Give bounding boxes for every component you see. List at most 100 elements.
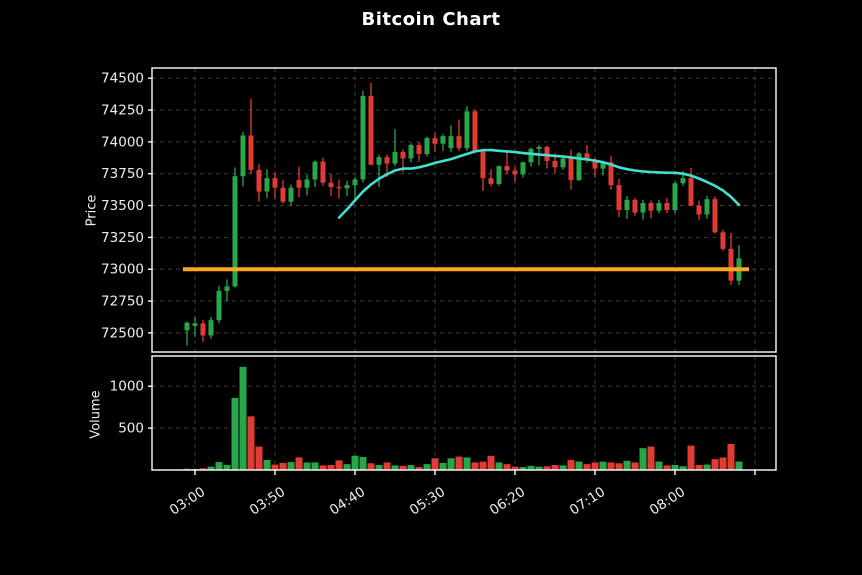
volume-bar <box>487 455 495 470</box>
candle-body <box>688 178 694 206</box>
price-tick-label: 72500 <box>101 325 144 341</box>
candle-body <box>472 111 478 152</box>
volume-bar <box>351 455 359 470</box>
candle-body <box>208 320 214 336</box>
candle-body <box>312 161 318 180</box>
volume-bar <box>319 465 327 470</box>
candle-body <box>328 182 334 188</box>
volume-bar <box>447 458 455 470</box>
price-tick-label: 73250 <box>101 230 144 246</box>
candle-body <box>440 136 446 144</box>
candle-body <box>424 138 430 154</box>
volume-bar <box>591 462 599 470</box>
volume-bar <box>383 462 391 470</box>
volume-bar <box>663 465 671 470</box>
volume-bar <box>207 466 215 470</box>
candle-body <box>568 158 574 181</box>
candle-body <box>192 323 198 326</box>
candle-body <box>256 169 262 192</box>
volume-bar <box>711 459 719 470</box>
volume-bar <box>719 457 727 470</box>
price-tick-label: 74000 <box>101 134 144 150</box>
volume-bar <box>647 446 655 470</box>
candle-body <box>368 96 374 165</box>
candle-body <box>608 162 614 186</box>
volume-bar <box>431 458 439 470</box>
price-tick-label: 74500 <box>101 71 144 87</box>
candle-body <box>536 146 542 149</box>
time-tick-label: 04:40 <box>327 484 368 519</box>
candle-body <box>656 202 662 211</box>
candle-body <box>664 202 670 210</box>
volume-bar <box>519 467 527 470</box>
volume-bar <box>567 459 575 470</box>
candle-body <box>272 178 278 188</box>
volume-bar <box>439 462 447 470</box>
candle-body <box>432 138 438 144</box>
candle-body <box>408 145 414 159</box>
time-tick-label: 03:50 <box>247 484 288 519</box>
volume-bar <box>343 464 351 470</box>
time-tick-label: 03:00 <box>167 484 208 519</box>
volume-bar <box>455 456 463 470</box>
volume-bar <box>359 457 367 470</box>
volume-tick-label: 500 <box>118 421 144 437</box>
volume-bar <box>271 464 279 470</box>
time-tick-label: 06:20 <box>487 484 528 519</box>
candle-body <box>488 178 494 184</box>
volume-bar <box>263 459 271 470</box>
candle-body <box>680 178 686 184</box>
volume-bar <box>687 445 695 470</box>
candle-body <box>320 161 326 183</box>
candle-body <box>352 179 358 186</box>
volume-bar <box>223 464 231 470</box>
candle-body <box>616 185 622 210</box>
volume-bar <box>479 461 487 470</box>
time-tick-label: 08:00 <box>647 484 688 519</box>
volume-bar <box>599 461 607 470</box>
candle-body <box>384 157 390 164</box>
volume-bar <box>679 466 687 470</box>
candle-body <box>400 152 406 159</box>
volume-bar <box>399 465 407 470</box>
volume-bar <box>391 465 399 470</box>
candle-body <box>280 187 286 202</box>
price-panel-border <box>151 67 777 353</box>
candle-body <box>448 136 454 149</box>
volume-bar <box>247 416 255 470</box>
volume-bar <box>415 467 423 470</box>
candle-body <box>592 160 598 169</box>
volume-bar <box>695 464 703 470</box>
candle-body <box>296 180 302 188</box>
price-tick-label: 73000 <box>101 262 144 278</box>
candle-body <box>560 158 566 168</box>
candle-body <box>672 183 678 210</box>
volume-bar <box>215 462 223 470</box>
volume-bar <box>607 462 615 470</box>
volume-bar <box>239 366 247 470</box>
candle-body <box>496 166 502 184</box>
candle-body <box>720 232 726 249</box>
price-tick-label: 73750 <box>101 166 144 182</box>
volume-bar <box>335 460 343 470</box>
volume-bar <box>311 462 319 470</box>
price-tick-label: 73500 <box>101 198 144 214</box>
volume-bar <box>543 466 551 470</box>
candle-body <box>512 170 518 175</box>
volume-bar <box>671 464 679 470</box>
volume-bar <box>367 463 375 470</box>
candle-body <box>336 187 342 189</box>
candle-body <box>376 157 382 165</box>
volume-bar <box>735 461 743 470</box>
candle-body <box>696 205 702 215</box>
volume-bar <box>407 464 415 470</box>
volume-bar <box>503 464 511 470</box>
candle-body <box>520 162 526 175</box>
candle-body <box>224 286 230 291</box>
volume-bar <box>535 466 543 470</box>
volume-bar <box>615 463 623 470</box>
volume-bar <box>375 464 383 470</box>
price-tick-label: 74250 <box>101 103 144 119</box>
